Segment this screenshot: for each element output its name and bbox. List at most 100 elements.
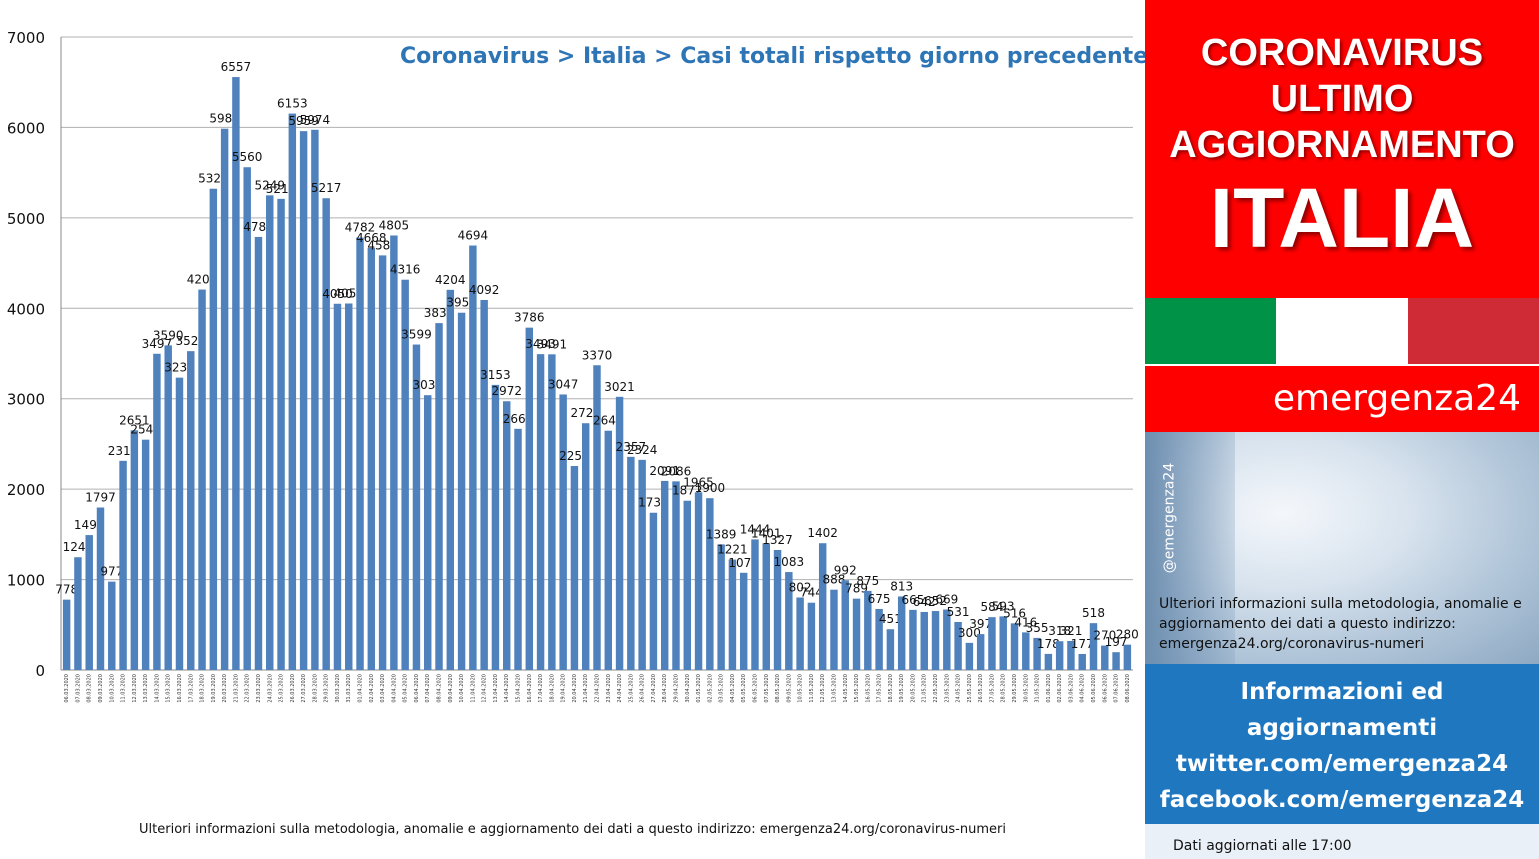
social-intro-line-1: Informazioni ed (1240, 679, 1444, 705)
x-tick-label: 03.05.2020 (719, 674, 725, 703)
data-label: 177 (1071, 637, 1094, 651)
x-tick-label: 08.05.2020 (775, 674, 781, 703)
x-tick-label: 15.04.2020 (516, 674, 522, 703)
banner-line-1: CORONAVIRUS (1200, 32, 1484, 74)
bar (85, 535, 93, 670)
data-label: 1900 (695, 481, 726, 495)
x-tick-label: 04.04.2020 (391, 674, 397, 703)
bar (694, 492, 703, 670)
headline-banner: CORONAVIRUS ULTIMO AGGIORNAMENTO ITALIA (1145, 0, 1539, 298)
bar (864, 590, 872, 670)
data-label: 416 (1014, 615, 1037, 629)
x-tick-label: 09.04.2020 (448, 674, 454, 703)
bar (615, 396, 624, 670)
bar-chart: 0 1000 2000 3000 4000 5000 6000 7000 778 06.03.20… (7, 29, 1139, 703)
flag-white-stripe (1276, 298, 1408, 364)
x-tick-label: 24.05.2020 (956, 674, 962, 703)
y-tick-label: 3000 (7, 391, 45, 409)
flag-red-stripe (1407, 298, 1539, 364)
social-handle-text: @emergenza24 (1161, 462, 1178, 574)
chart-title: Coronavirus > Italia > Casi totali rispe… (400, 44, 1149, 69)
bar (108, 581, 116, 670)
data-label: 318 (1048, 624, 1071, 638)
bar (243, 167, 251, 670)
bar (1101, 645, 1109, 670)
data-label: 3153 (480, 368, 511, 382)
bar (988, 617, 996, 670)
bar (62, 599, 71, 670)
data-label: 584 (980, 600, 1003, 614)
data-label: 6557 (221, 60, 252, 74)
data-label: 1965 (683, 475, 714, 489)
bar (672, 481, 680, 670)
x-tick-label: 03.06.2020 (1068, 674, 1074, 703)
data-label: 675 (868, 592, 891, 606)
bar (1055, 641, 1064, 670)
x-tick-label: 12.03.2020 (132, 674, 138, 703)
bar (175, 377, 184, 670)
bar (1067, 640, 1075, 670)
x-tick-label: 18.03.2020 (200, 674, 206, 703)
data-label: 665 (902, 593, 925, 607)
bar (525, 327, 534, 670)
bar (852, 598, 861, 670)
x-tick-label: 05.06.2020 (1091, 674, 1097, 703)
data-label: 321 (1059, 624, 1082, 638)
bar (356, 237, 364, 671)
x-tick-label: 22.05.2020 (933, 674, 939, 703)
data-label: 1327 (762, 533, 793, 547)
data-label: 2651 (119, 413, 150, 427)
twitter-link[interactable]: twitter.com/emergenza24 (1175, 751, 1509, 777)
data-label: 6153 (277, 97, 308, 111)
bar (807, 602, 816, 670)
y-tick-label: 0 (35, 662, 45, 680)
bar (728, 559, 737, 670)
data-label: 3021 (604, 380, 635, 394)
data-label: 178 (1037, 637, 1060, 651)
bar (266, 195, 274, 670)
bar (288, 113, 297, 670)
bar (785, 572, 793, 670)
bar (683, 500, 691, 670)
bar (943, 609, 951, 670)
data-label: 397 (969, 617, 992, 631)
data-label: 4050 (322, 287, 353, 301)
bar (254, 236, 263, 671)
bar (751, 539, 759, 670)
x-tick-label: 24.03.2020 (267, 674, 273, 703)
y-tick-label: 6000 (7, 119, 45, 137)
x-tick-label: 23.03.2020 (256, 674, 262, 703)
data-label: 5560 (232, 150, 263, 164)
data-label: 300 (958, 626, 981, 640)
x-tick-label: 05.05.2020 (741, 674, 747, 703)
bar (920, 611, 928, 670)
data-label: 2972 (491, 384, 522, 398)
bar (311, 129, 319, 670)
bar (886, 629, 895, 670)
y-tick-label: 2000 (7, 481, 45, 499)
x-tick-label: 18.05.2020 (888, 674, 894, 703)
y-tick-label: 4000 (7, 300, 45, 318)
bar (581, 423, 590, 670)
data-label: 451 (879, 612, 902, 626)
x-tick-label: 29.05.2020 (1012, 674, 1018, 703)
bar (841, 580, 849, 670)
data-label: 1402 (807, 526, 838, 540)
x-tick-label: 16.04.2020 (527, 674, 533, 703)
x-tick-label: 15.05.2020 (854, 674, 860, 703)
y-tick-label: 5000 (7, 210, 45, 228)
bar (796, 597, 804, 670)
x-tick-label: 28.05.2020 (1001, 674, 1007, 703)
data-label: 3786 (514, 311, 545, 325)
data-label: 2086 (661, 464, 692, 478)
x-tick-label: 29.03.2020 (324, 674, 330, 703)
x-tick-label: 27.04.2020 (651, 674, 657, 703)
bar (130, 430, 139, 670)
data-label: 813 (890, 579, 913, 593)
x-tick-label: 22.04.2020 (595, 674, 601, 703)
facebook-link[interactable]: facebook.com/emergenza24 (1159, 787, 1525, 813)
x-tick-label: 04.06.2020 (1080, 674, 1086, 703)
x-tick-label: 07.06.2020 (1114, 674, 1120, 703)
bar (119, 460, 127, 670)
chart-footnote: Ulteriori informazioni sulla metodologia… (139, 822, 1006, 837)
